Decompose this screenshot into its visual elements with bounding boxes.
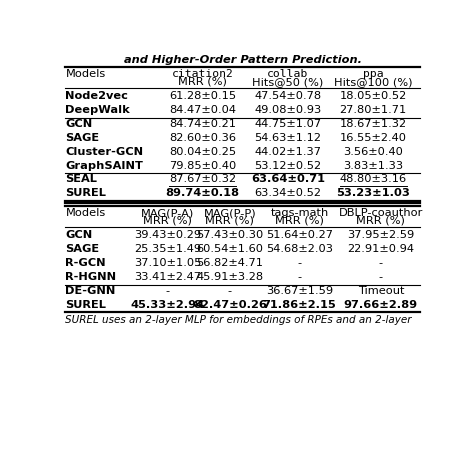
Text: 71.86±2.15: 71.86±2.15 <box>263 300 337 310</box>
Text: SAGE: SAGE <box>65 244 100 254</box>
Text: Hits@100 (%): Hits@100 (%) <box>334 77 412 87</box>
Text: 82.60±0.36: 82.60±0.36 <box>169 133 236 143</box>
Text: SUREL: SUREL <box>65 188 106 198</box>
Text: 80.04±0.25: 80.04±0.25 <box>169 147 236 157</box>
Text: 54.68±2.03: 54.68±2.03 <box>266 244 333 254</box>
Text: 45.33±2.94: 45.33±2.94 <box>131 300 205 310</box>
Text: 44.02±1.37: 44.02±1.37 <box>255 147 321 157</box>
Text: SUREL uses an 2-layer MLP for embeddings of RPEs and an 2-layer: SUREL uses an 2-layer MLP for embeddings… <box>65 315 412 325</box>
Text: 61.28±0.15: 61.28±0.15 <box>169 91 236 101</box>
Text: 63.64±0.71: 63.64±0.71 <box>251 174 325 184</box>
Text: 3.83±1.33: 3.83±1.33 <box>343 160 403 170</box>
Text: SAGE: SAGE <box>65 133 100 143</box>
Text: 37.10±1.05: 37.10±1.05 <box>134 258 201 268</box>
Text: 56.82±4.71: 56.82±4.71 <box>196 258 263 268</box>
Text: and Higher-Order Pattern Prediction.: and Higher-Order Pattern Prediction. <box>124 55 362 65</box>
Text: 79.85±0.40: 79.85±0.40 <box>169 160 236 170</box>
Text: DBLP-coauthor: DBLP-coauthor <box>339 208 423 218</box>
Text: collab: collab <box>267 69 309 79</box>
Text: -: - <box>228 286 232 296</box>
Text: MRR (%): MRR (%) <box>275 216 324 226</box>
Text: 63.34±0.52: 63.34±0.52 <box>255 188 321 198</box>
Text: R-GCN: R-GCN <box>65 258 106 268</box>
Text: MAG(P-A): MAG(P-A) <box>141 208 194 218</box>
Text: MRR (%): MRR (%) <box>143 216 192 226</box>
Text: 33.41±2.47: 33.41±2.47 <box>134 272 201 282</box>
Text: -: - <box>298 272 301 282</box>
Text: 82.47±0.26: 82.47±0.26 <box>193 300 267 310</box>
Text: tags-math: tags-math <box>270 208 328 218</box>
Text: -: - <box>379 272 383 282</box>
Text: 37.95±2.59: 37.95±2.59 <box>347 230 414 240</box>
Text: 25.35±1.49: 25.35±1.49 <box>134 244 201 254</box>
Text: DeepWalk: DeepWalk <box>65 105 130 115</box>
Text: 53.23±1.03: 53.23±1.03 <box>336 188 410 198</box>
Text: 87.67±0.32: 87.67±0.32 <box>169 174 236 184</box>
Text: MRR (%): MRR (%) <box>178 77 227 87</box>
Text: 18.05±0.52: 18.05±0.52 <box>339 91 407 101</box>
Text: 84.74±0.21: 84.74±0.21 <box>169 119 236 129</box>
Text: -: - <box>298 258 301 268</box>
Text: 45.91±3.28: 45.91±3.28 <box>196 272 264 282</box>
Text: DE-GNN: DE-GNN <box>65 286 116 296</box>
Text: MAG(P-P): MAG(P-P) <box>203 208 256 218</box>
Text: -: - <box>379 258 383 268</box>
Text: 51.64±0.27: 51.64±0.27 <box>266 230 333 240</box>
Text: 89.74±0.18: 89.74±0.18 <box>165 188 240 198</box>
Text: 53.12±0.52: 53.12±0.52 <box>255 160 321 170</box>
Text: citation2: citation2 <box>172 69 234 79</box>
Text: 36.67±1.59: 36.67±1.59 <box>266 286 333 296</box>
Text: SUREL: SUREL <box>65 300 106 310</box>
Text: -: - <box>166 286 170 296</box>
Text: 39.43±0.29: 39.43±0.29 <box>134 230 201 240</box>
Text: GCN: GCN <box>65 230 93 240</box>
Text: Models: Models <box>65 69 106 79</box>
Text: Models: Models <box>65 208 106 218</box>
Text: GCN: GCN <box>65 119 93 129</box>
Text: 97.66±2.89: 97.66±2.89 <box>344 300 418 310</box>
Text: Cluster-GCN: Cluster-GCN <box>65 147 144 157</box>
Text: 3.56±0.40: 3.56±0.40 <box>343 147 403 157</box>
Text: Node2vec: Node2vec <box>65 91 128 101</box>
Text: 49.08±0.93: 49.08±0.93 <box>254 105 321 115</box>
Text: MRR (%): MRR (%) <box>205 216 254 226</box>
Text: 48.80±3.16: 48.80±3.16 <box>339 174 407 184</box>
Text: 47.54±0.78: 47.54±0.78 <box>255 91 321 101</box>
Text: 16.55±2.40: 16.55±2.40 <box>340 133 407 143</box>
Text: 44.75±1.07: 44.75±1.07 <box>255 119 321 129</box>
Text: 54.63±1.12: 54.63±1.12 <box>255 133 321 143</box>
Text: GraphSAINT: GraphSAINT <box>65 160 143 170</box>
Text: R-HGNN: R-HGNN <box>65 272 117 282</box>
Text: ppa: ppa <box>363 69 383 79</box>
Text: Timeout: Timeout <box>357 286 404 296</box>
Text: 57.43±0.30: 57.43±0.30 <box>196 230 264 240</box>
Text: SEAL: SEAL <box>65 174 97 184</box>
Text: 18.67±1.32: 18.67±1.32 <box>339 119 407 129</box>
Text: 84.47±0.04: 84.47±0.04 <box>169 105 236 115</box>
Text: 60.54±1.60: 60.54±1.60 <box>196 244 263 254</box>
Text: MRR (%): MRR (%) <box>356 216 405 226</box>
Text: 27.80±1.71: 27.80±1.71 <box>339 105 407 115</box>
Text: Hits@50 (%): Hits@50 (%) <box>252 77 323 87</box>
Text: 22.91±0.94: 22.91±0.94 <box>347 244 414 254</box>
